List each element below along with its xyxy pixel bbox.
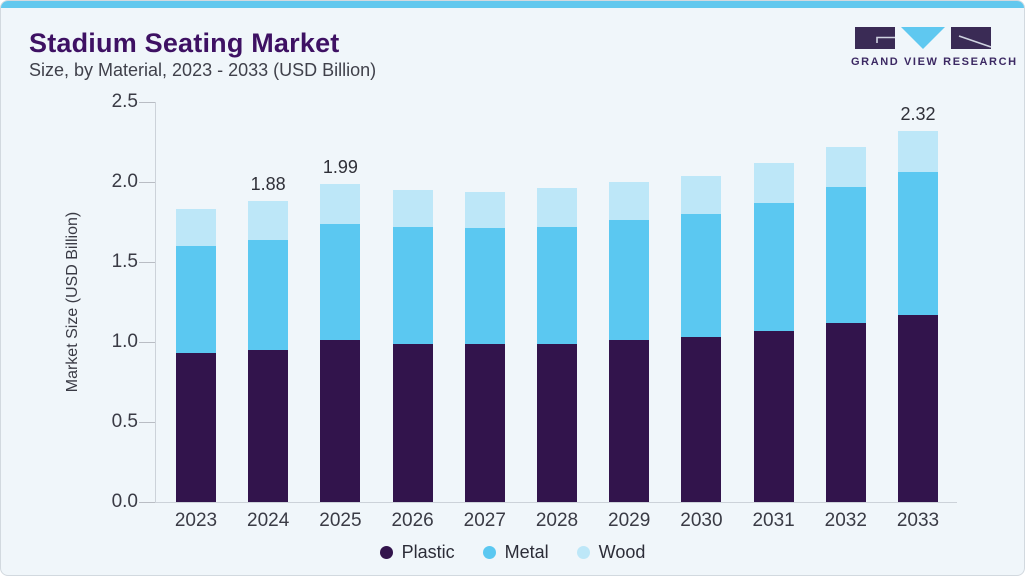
bar-segment-metal <box>609 220 650 341</box>
bar-segment-plastic <box>537 343 577 502</box>
y-tick-label: 1.0 <box>111 331 138 352</box>
page-subtitle: Size, by Material, 2023 - 2033 (USD Bill… <box>29 60 377 80</box>
bar-segment-wood <box>681 175 722 215</box>
legend-dot-icon <box>576 546 590 559</box>
bar-value-label: 2.32 <box>900 103 936 124</box>
bar-segment-wood <box>825 146 866 187</box>
bar-segment-metal <box>753 202 794 331</box>
bar-segment-wood <box>464 191 505 229</box>
top-accent-stripe <box>1 1 1024 8</box>
x-tick-label-2023: 2023 <box>174 510 218 531</box>
legend-item-metal: Metal <box>482 542 549 563</box>
bar-segment-plastic <box>609 340 650 502</box>
x-tick-label-2032: 2032 <box>824 510 867 531</box>
legend-label: Metal <box>504 542 549 562</box>
bar-segment-metal <box>392 226 433 344</box>
bar-2032 <box>825 146 866 502</box>
y-tick-label: 0.0 <box>111 491 138 512</box>
bar-segment-metal <box>248 239 289 350</box>
legend-dot-icon <box>482 546 496 559</box>
bar-2031 <box>753 162 794 502</box>
bar-segment-plastic <box>681 337 722 502</box>
y-tick-label: 2.5 <box>111 91 138 112</box>
bar-2033: 2.32 <box>898 104 938 502</box>
x-tick-label-2026: 2026 <box>391 510 434 531</box>
bar-segment-wood <box>898 130 938 173</box>
x-tick-label-2024: 2024 <box>247 510 290 531</box>
bar-segment-plastic <box>176 353 216 502</box>
bar-segment-metal <box>681 214 722 338</box>
bar-segment-metal <box>537 226 577 344</box>
bar-segment-metal <box>898 172 938 315</box>
y-tick-label: 0.5 <box>111 411 138 432</box>
plot-area: 0.0 0.5 1.0 1.5 2.0 2.5 1.88 1.99 2.32 2023 2024… <box>112 91 957 531</box>
x-tick-label-2028: 2028 <box>535 510 579 531</box>
bar-2029 <box>609 182 650 502</box>
page-title: Stadium Seating Market <box>29 28 340 58</box>
bar-segment-metal <box>176 246 216 354</box>
y-tick-mark <box>139 101 155 103</box>
bar-segment-wood <box>320 183 361 224</box>
bar-2025: 1.99 <box>320 157 361 502</box>
bar-segment-plastic <box>898 314 938 502</box>
bar-segment-wood <box>753 162 794 203</box>
y-tick-mark <box>139 421 155 423</box>
bar-segment-wood <box>392 190 433 227</box>
bar-segment-metal <box>464 228 505 344</box>
y-tick-mark <box>139 261 155 263</box>
bar-segment-plastic <box>825 322 866 502</box>
gvr-logo-text: GRAND VIEW RESEARCH <box>851 56 1018 68</box>
bar-segment-plastic <box>320 340 361 502</box>
legend-item-wood: Wood <box>576 542 646 563</box>
legend-dot-icon <box>379 546 393 559</box>
y-tick-label: 1.5 <box>111 251 138 272</box>
bar-2026 <box>392 190 433 502</box>
x-tick-label-2033: 2033 <box>896 510 940 531</box>
y-tick-mark <box>139 501 155 503</box>
bar-2028 <box>537 188 577 502</box>
x-tick-label-2031: 2031 <box>752 510 795 531</box>
x-tick-label-2029: 2029 <box>608 510 651 531</box>
legend-label: Wood <box>598 542 646 562</box>
bar-value-label: 1.99 <box>322 156 358 177</box>
y-tick-label: 2.0 <box>111 171 138 192</box>
bar-2024: 1.88 <box>248 174 289 502</box>
y-axis-title: Market Size (USD Billion) <box>64 211 81 393</box>
bar-segment-metal <box>320 223 361 341</box>
bar-segment-wood <box>176 209 216 247</box>
y-tick-mark <box>139 341 155 343</box>
x-tick-label-2027: 2027 <box>463 510 506 531</box>
bar-segment-plastic <box>464 343 505 502</box>
x-tick-label-2025: 2025 <box>319 510 362 531</box>
bar-segment-wood <box>537 188 577 227</box>
bar-segment-plastic <box>753 330 794 502</box>
bar-2023 <box>176 209 216 502</box>
bar-segment-metal <box>825 186 866 323</box>
x-tick-label-2030: 2030 <box>680 510 723 531</box>
legend-item-plastic: Plastic <box>379 542 455 563</box>
bar-2027 <box>464 191 505 502</box>
gvr-logo-icon <box>855 27 992 49</box>
bar-segment-plastic <box>248 350 289 502</box>
bar-segment-plastic <box>392 343 433 502</box>
bar-segment-wood <box>609 182 650 221</box>
legend-label: Plastic <box>401 542 455 562</box>
gvr-logo: GRAND VIEW RESEARCH <box>851 27 1018 68</box>
bar-value-label: 1.88 <box>250 174 286 195</box>
bar-2030 <box>681 175 722 502</box>
y-tick-mark <box>139 181 155 183</box>
legend: Plastic Metal Wood <box>1 542 1024 563</box>
bar-segment-wood <box>248 201 289 240</box>
